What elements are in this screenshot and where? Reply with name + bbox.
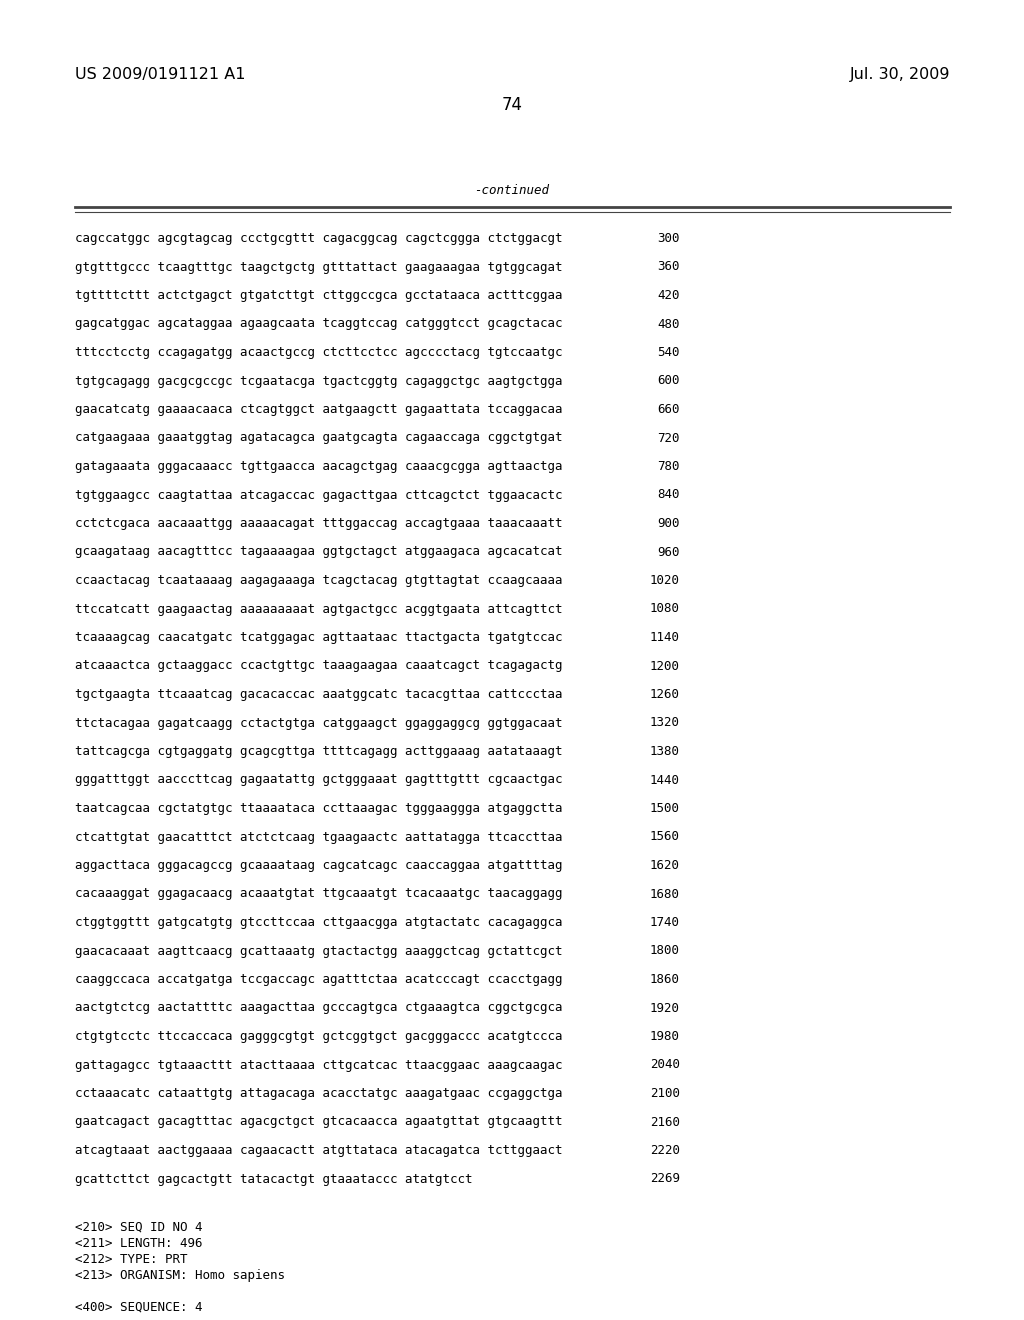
Text: 540: 540 bbox=[657, 346, 680, 359]
Text: cacaaaggat ggagacaacg acaaatgtat ttgcaaatgt tcacaaatgc taacaggagg: cacaaaggat ggagacaacg acaaatgtat ttgcaaa… bbox=[75, 887, 562, 900]
Text: 660: 660 bbox=[657, 403, 680, 416]
Text: 1680: 1680 bbox=[650, 887, 680, 900]
Text: 420: 420 bbox=[657, 289, 680, 302]
Text: cagccatggc agcgtagcag ccctgcgttt cagacggcag cagctcggga ctctggacgt: cagccatggc agcgtagcag ccctgcgttt cagacgg… bbox=[75, 232, 562, 246]
Text: 1440: 1440 bbox=[650, 774, 680, 787]
Text: 1380: 1380 bbox=[650, 744, 680, 758]
Text: gagcatggac agcataggaa agaagcaata tcaggtccag catgggtcct gcagctacac: gagcatggac agcataggaa agaagcaata tcaggtc… bbox=[75, 318, 562, 330]
Text: tattcagcga cgtgaggatg gcagcgttga ttttcagagg acttggaaag aatataaagt: tattcagcga cgtgaggatg gcagcgttga ttttcag… bbox=[75, 744, 562, 758]
Text: gaatcagact gacagtttac agacgctgct gtcacaacca agaatgttat gtgcaagttt: gaatcagact gacagtttac agacgctgct gtcacaa… bbox=[75, 1115, 562, 1129]
Text: tgttttcttt actctgagct gtgatcttgt cttggccgca gcctataaca actttcggaa: tgttttcttt actctgagct gtgatcttgt cttggcc… bbox=[75, 289, 562, 302]
Text: 1500: 1500 bbox=[650, 803, 680, 814]
Text: 1920: 1920 bbox=[650, 1002, 680, 1015]
Text: <211> LENGTH: 496: <211> LENGTH: 496 bbox=[75, 1237, 203, 1250]
Text: 780: 780 bbox=[657, 459, 680, 473]
Text: atcagtaaat aactggaaaa cagaacactt atgttataca atacagatca tcttggaact: atcagtaaat aactggaaaa cagaacactt atgttat… bbox=[75, 1144, 562, 1158]
Text: 1020: 1020 bbox=[650, 574, 680, 587]
Text: gattagagcc tgtaaacttt atacttaaaa cttgcatcac ttaacggaac aaagcaagac: gattagagcc tgtaaacttt atacttaaaa cttgcat… bbox=[75, 1059, 562, 1072]
Text: atcaaactca gctaaggacc ccactgttgc taaagaagaa caaatcagct tcagagactg: atcaaactca gctaaggacc ccactgttgc taaagaa… bbox=[75, 660, 562, 672]
Text: gatagaaata gggacaaacc tgttgaacca aacagctgag caaacgcgga agttaactga: gatagaaata gggacaaacc tgttgaacca aacagct… bbox=[75, 459, 562, 473]
Text: 2220: 2220 bbox=[650, 1144, 680, 1158]
Text: 1980: 1980 bbox=[650, 1030, 680, 1043]
Text: 74: 74 bbox=[502, 96, 522, 114]
Text: <400> SEQUENCE: 4: <400> SEQUENCE: 4 bbox=[75, 1302, 203, 1313]
Text: 1860: 1860 bbox=[650, 973, 680, 986]
Text: Jul. 30, 2009: Jul. 30, 2009 bbox=[850, 67, 950, 82]
Text: 900: 900 bbox=[657, 517, 680, 531]
Text: 2040: 2040 bbox=[650, 1059, 680, 1072]
Text: gtgtttgccc tcaagtttgc taagctgctg gtttattact gaagaaagaa tgtggcagat: gtgtttgccc tcaagtttgc taagctgctg gtttatt… bbox=[75, 260, 562, 273]
Text: 360: 360 bbox=[657, 260, 680, 273]
Text: cctctcgaca aacaaattgg aaaaacagat tttggaccag accagtgaaa taaacaaatt: cctctcgaca aacaaattgg aaaaacagat tttggac… bbox=[75, 517, 562, 531]
Text: <213> ORGANISM: Homo sapiens: <213> ORGANISM: Homo sapiens bbox=[75, 1269, 285, 1282]
Text: aactgtctcg aactattttc aaagacttaa gcccagtgca ctgaaagtca cggctgcgca: aactgtctcg aactattttc aaagacttaa gcccagt… bbox=[75, 1002, 562, 1015]
Text: gggatttggt aacccttcag gagaatattg gctgggaaat gagtttgttt cgcaactgac: gggatttggt aacccttcag gagaatattg gctggga… bbox=[75, 774, 562, 787]
Text: caaggccaca accatgatga tccgaccagc agatttctaa acatcccagt ccacctgagg: caaggccaca accatgatga tccgaccagc agatttc… bbox=[75, 973, 562, 986]
Text: 1560: 1560 bbox=[650, 830, 680, 843]
Text: tgtgcagagg gacgcgccgc tcgaatacga tgactcggtg cagaggctgc aagtgctgga: tgtgcagagg gacgcgccgc tcgaatacga tgactcg… bbox=[75, 375, 562, 388]
Text: cctaaacatc cataattgtg attagacaga acacctatgc aaagatgaac ccgaggctga: cctaaacatc cataattgtg attagacaga acaccta… bbox=[75, 1086, 562, 1100]
Text: 960: 960 bbox=[657, 545, 680, 558]
Text: ttctacagaa gagatcaagg cctactgtga catggaagct ggaggaggcg ggtggacaat: ttctacagaa gagatcaagg cctactgtga catggaa… bbox=[75, 717, 562, 730]
Text: catgaagaaa gaaatggtag agatacagca gaatgcagta cagaaccaga cggctgtgat: catgaagaaa gaaatggtag agatacagca gaatgca… bbox=[75, 432, 562, 445]
Text: tcaaaagcag caacatgatc tcatggagac agttaataac ttactgacta tgatgtccac: tcaaaagcag caacatgatc tcatggagac agttaat… bbox=[75, 631, 562, 644]
Text: ccaactacag tcaataaaag aagagaaaga tcagctacag gtgttagtat ccaagcaaaa: ccaactacag tcaataaaag aagagaaaga tcagcta… bbox=[75, 574, 562, 587]
Text: <210> SEQ ID NO 4: <210> SEQ ID NO 4 bbox=[75, 1221, 203, 1234]
Text: 1200: 1200 bbox=[650, 660, 680, 672]
Text: 600: 600 bbox=[657, 375, 680, 388]
Text: tgtggaagcc caagtattaa atcagaccac gagacttgaa cttcagctct tggaacactc: tgtggaagcc caagtattaa atcagaccac gagactt… bbox=[75, 488, 562, 502]
Text: tttcctcctg ccagagatgg acaactgccg ctcttcctcc agcccctacg tgtccaatgc: tttcctcctg ccagagatgg acaactgccg ctcttcc… bbox=[75, 346, 562, 359]
Text: ttccatcatt gaagaactag aaaaaaaaat agtgactgcc acggtgaata attcagttct: ttccatcatt gaagaactag aaaaaaaaat agtgact… bbox=[75, 602, 562, 615]
Text: US 2009/0191121 A1: US 2009/0191121 A1 bbox=[75, 67, 246, 82]
Text: 1620: 1620 bbox=[650, 859, 680, 873]
Text: 1140: 1140 bbox=[650, 631, 680, 644]
Text: 1800: 1800 bbox=[650, 945, 680, 957]
Text: aggacttaca gggacagccg gcaaaataag cagcatcagc caaccaggaa atgattttag: aggacttaca gggacagccg gcaaaataag cagcatc… bbox=[75, 859, 562, 873]
Text: 480: 480 bbox=[657, 318, 680, 330]
Text: 300: 300 bbox=[657, 232, 680, 246]
Text: 1080: 1080 bbox=[650, 602, 680, 615]
Text: <212> TYPE: PRT: <212> TYPE: PRT bbox=[75, 1253, 187, 1266]
Text: gaacacaaat aagttcaacg gcattaaatg gtactactgg aaaggctcag gctattcgct: gaacacaaat aagttcaacg gcattaaatg gtactac… bbox=[75, 945, 562, 957]
Text: taatcagcaa cgctatgtgc ttaaaataca ccttaaagac tgggaaggga atgaggctta: taatcagcaa cgctatgtgc ttaaaataca ccttaaa… bbox=[75, 803, 562, 814]
Text: 2269: 2269 bbox=[650, 1172, 680, 1185]
Text: 2100: 2100 bbox=[650, 1086, 680, 1100]
Text: gcaagataag aacagtttcc tagaaaagaa ggtgctagct atggaagaca agcacatcat: gcaagataag aacagtttcc tagaaaagaa ggtgcta… bbox=[75, 545, 562, 558]
Text: gcattcttct gagcactgtt tatacactgt gtaaataccc atatgtcct: gcattcttct gagcactgtt tatacactgt gtaaata… bbox=[75, 1172, 472, 1185]
Text: ctggtggttt gatgcatgtg gtccttccaa cttgaacgga atgtactatc cacagaggca: ctggtggttt gatgcatgtg gtccttccaa cttgaac… bbox=[75, 916, 562, 929]
Text: 2160: 2160 bbox=[650, 1115, 680, 1129]
Text: 720: 720 bbox=[657, 432, 680, 445]
Text: gaacatcatg gaaaacaaca ctcagtggct aatgaagctt gagaattata tccaggacaa: gaacatcatg gaaaacaaca ctcagtggct aatgaag… bbox=[75, 403, 562, 416]
Text: 840: 840 bbox=[657, 488, 680, 502]
Text: 1740: 1740 bbox=[650, 916, 680, 929]
Text: 1260: 1260 bbox=[650, 688, 680, 701]
Text: 1320: 1320 bbox=[650, 717, 680, 730]
Text: tgctgaagta ttcaaatcag gacacaccac aaatggcatc tacacgttaa cattccctaa: tgctgaagta ttcaaatcag gacacaccac aaatggc… bbox=[75, 688, 562, 701]
Text: -continued: -continued bbox=[474, 183, 550, 197]
Text: ctcattgtat gaacatttct atctctcaag tgaagaactc aattatagga ttcaccttaa: ctcattgtat gaacatttct atctctcaag tgaagaa… bbox=[75, 830, 562, 843]
Text: ctgtgtcctc ttccaccaca gagggcgtgt gctcggtgct gacgggaccc acatgtccca: ctgtgtcctc ttccaccaca gagggcgtgt gctcggt… bbox=[75, 1030, 562, 1043]
